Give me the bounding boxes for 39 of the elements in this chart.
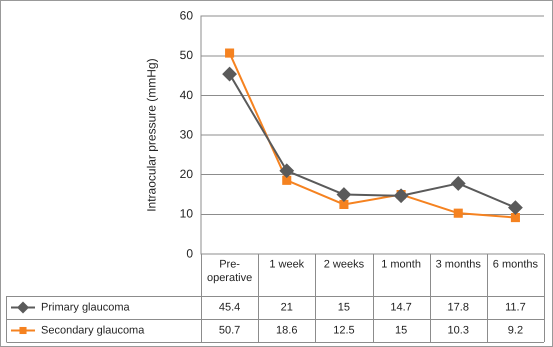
x-tick-label: 3 months bbox=[436, 258, 482, 271]
point bbox=[454, 208, 463, 218]
y-tick-label: 20 bbox=[180, 167, 194, 182]
data-label: 15 bbox=[394, 324, 408, 337]
point bbox=[510, 213, 520, 222]
point bbox=[222, 67, 237, 82]
data-label: 9.2 bbox=[508, 324, 524, 337]
point bbox=[225, 48, 234, 58]
data-label: 12.5 bbox=[333, 324, 355, 337]
y-tick-label: 40 bbox=[180, 88, 194, 102]
point bbox=[282, 176, 292, 185]
data-label: 45.4 bbox=[218, 302, 240, 314]
y-tick-label: 60 bbox=[180, 8, 194, 23]
data-label: 10.3 bbox=[448, 324, 469, 337]
data-label: 17.8 bbox=[448, 302, 469, 314]
point bbox=[336, 188, 351, 202]
data-label: 18.6 bbox=[276, 324, 298, 337]
x-tick-label: 2 weeks bbox=[324, 258, 365, 271]
y-axis-title: Intraocular pressure (mmHg) bbox=[144, 58, 159, 212]
point bbox=[339, 200, 348, 209]
data-label: 50.7 bbox=[218, 324, 240, 337]
x-tick-label: Pre-operative bbox=[206, 258, 252, 284]
y-tick-label: 30 bbox=[180, 127, 194, 142]
data-label: 14.7 bbox=[390, 302, 412, 314]
data-label: 11.7 bbox=[505, 302, 526, 314]
y-tick-label: 50 bbox=[180, 48, 194, 62]
point bbox=[394, 188, 408, 203]
legend-label: Primary glaucoma bbox=[41, 302, 131, 314]
point bbox=[451, 176, 466, 190]
y-tick-label: 0 bbox=[186, 246, 194, 260]
point bbox=[280, 164, 294, 178]
x-tick-label: 1 month bbox=[381, 258, 421, 271]
data-label: 21 bbox=[280, 302, 293, 314]
data-label: 15 bbox=[338, 302, 350, 314]
x-tick-label: 6 months bbox=[492, 258, 539, 271]
y-tick-label: 10 bbox=[180, 206, 194, 221]
x-tick-label: 1 week bbox=[269, 258, 305, 271]
legend-label: Secondary glaucoma bbox=[41, 324, 146, 337]
point bbox=[508, 200, 522, 215]
